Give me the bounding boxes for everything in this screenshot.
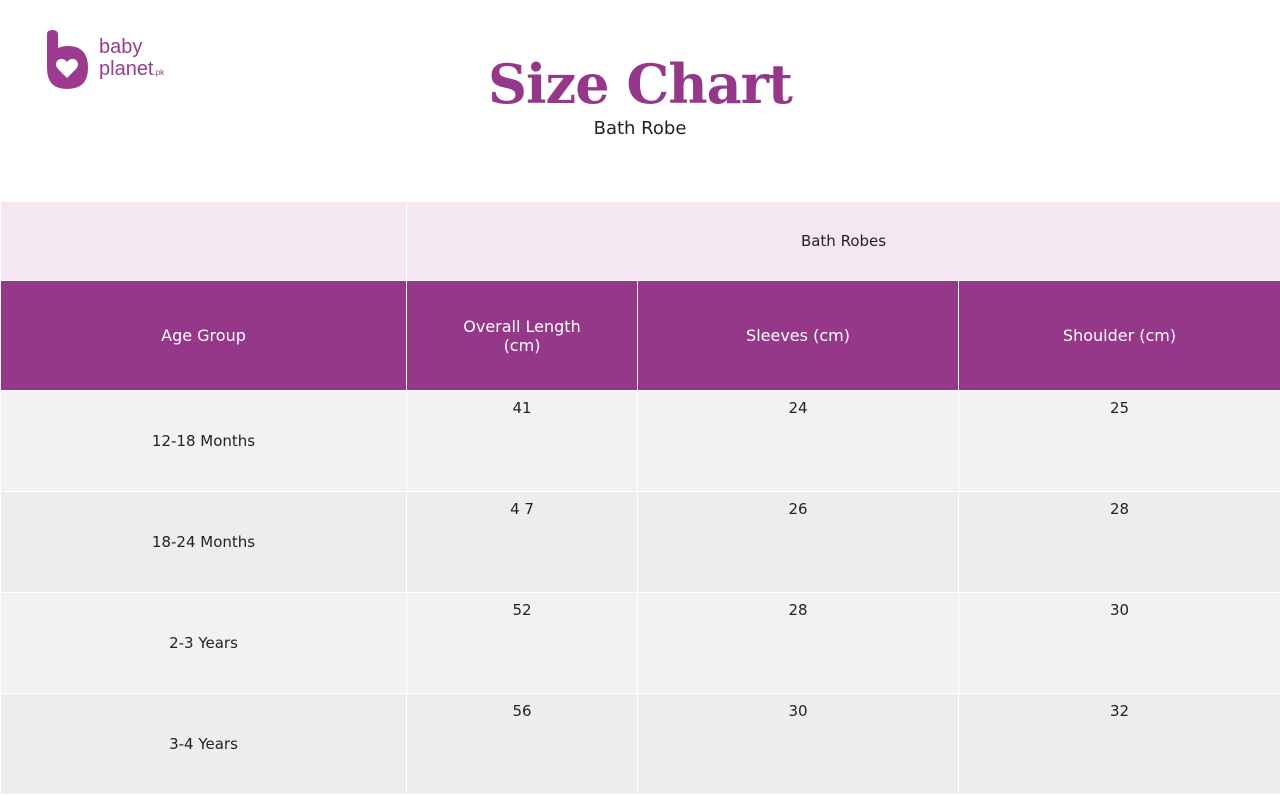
age-group-cell: 12-18 Months [1, 391, 407, 492]
measurement-cell: 28 [638, 593, 959, 694]
measurement-cell: 30 [638, 694, 959, 795]
column-header: Overall Length (cm) [407, 281, 638, 391]
measurement-cell: 56 [407, 694, 638, 795]
age-group-cell: 2-3 Years [1, 593, 407, 694]
measurement-cell: 24 [638, 391, 959, 492]
age-group-cell: 18-24 Months [1, 492, 407, 593]
page-subtitle: Bath Robe [0, 118, 1280, 139]
measurement-cell: 32 [959, 694, 1280, 795]
size-table: Bath Robes Age Group Overall Length (cm)… [0, 201, 1280, 795]
measurement-cell: 30 [959, 593, 1280, 694]
measurement-cell: 52 [407, 593, 638, 694]
measurement-cell: 28 [959, 492, 1280, 593]
page-title: Size Chart [0, 52, 1280, 116]
measurement-cell: 4 7 [407, 492, 638, 593]
measurement-cell: 26 [638, 492, 959, 593]
group-header: Bath Robes [407, 202, 1280, 281]
age-group-cell: 3-4 Years [1, 694, 407, 795]
measurement-cell: 25 [959, 391, 1280, 492]
column-header: Age Group [1, 281, 407, 391]
empty-cell [1, 202, 407, 281]
measurement-cell: 41 [407, 391, 638, 492]
column-header: Shoulder (cm) [959, 281, 1280, 391]
column-header: Sleeves (cm) [638, 281, 959, 391]
